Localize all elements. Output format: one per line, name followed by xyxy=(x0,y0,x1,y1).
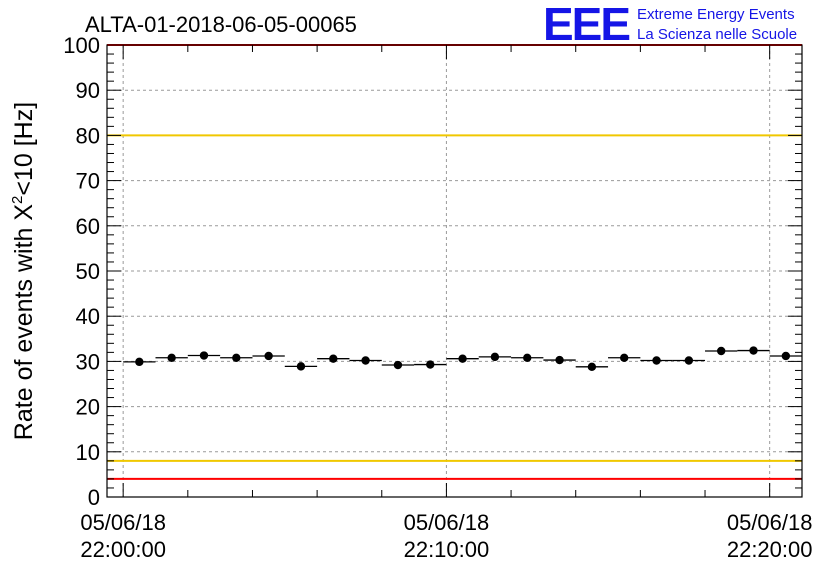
grid xyxy=(107,45,802,497)
data-point xyxy=(232,353,241,362)
y-tick-label: 70 xyxy=(76,169,100,194)
y-tick-label: 0 xyxy=(88,485,100,510)
logo-letters: EEE xyxy=(543,0,629,50)
data-point xyxy=(587,362,597,372)
reference-lines xyxy=(107,44,802,480)
data-point xyxy=(296,362,306,371)
x-tick-label-date: 05/06/18 xyxy=(727,510,813,535)
data-point xyxy=(426,360,435,369)
logo-line-2: La Scienza nelle Scuole xyxy=(637,26,797,43)
data-point xyxy=(361,356,370,365)
x-tick-label-date: 05/06/18 xyxy=(404,510,490,535)
y-tick-label: 90 xyxy=(76,78,100,103)
data-point xyxy=(135,357,144,367)
data-point xyxy=(555,355,564,365)
x-tick-labels: 05/06/1822:00:0005/06/1822:10:0005/06/18… xyxy=(80,510,812,562)
y-tick-label: 50 xyxy=(76,259,100,284)
y-axis-title-main: Rate of events with X xyxy=(10,204,38,441)
data-point xyxy=(167,353,176,362)
data-point xyxy=(458,354,467,363)
data-point xyxy=(523,353,532,362)
data-point xyxy=(684,356,694,365)
y-tick-label: 40 xyxy=(76,304,100,329)
data-point xyxy=(620,353,629,362)
x-tick-label-time: 22:20:00 xyxy=(727,537,813,562)
y-tick-label: 20 xyxy=(76,395,100,420)
y-tick-label: 60 xyxy=(76,214,100,239)
axis-ticks xyxy=(107,44,802,498)
data-point xyxy=(393,360,403,370)
y-tick-label: 80 xyxy=(76,123,100,148)
data-series xyxy=(123,346,802,372)
eee-logo: EEE Extreme Energy Events La Scienza nel… xyxy=(543,0,797,50)
y-axis-title: Rate of events with X2<10 [Hz] xyxy=(9,102,38,440)
data-point xyxy=(329,354,338,363)
data-point xyxy=(199,351,209,360)
data-point xyxy=(652,356,661,365)
logo-line-1: Extreme Energy Events xyxy=(637,6,795,23)
y-axis-title-sup: 2 xyxy=(9,196,26,204)
chart-title: ALTA-01-2018-06-05-00065 xyxy=(85,12,357,37)
x-tick-label-time: 22:10:00 xyxy=(404,537,490,562)
data-point xyxy=(490,352,500,362)
y-tick-label: 30 xyxy=(76,349,100,374)
y-axis-title-rest: <10 [Hz] xyxy=(10,102,38,196)
x-tick-label-time: 22:00:00 xyxy=(80,537,166,562)
y-tick-label: 100 xyxy=(63,33,100,58)
x-tick-label-date: 05/06/18 xyxy=(80,510,166,535)
y-tick-labels: 0 10 20 30 40 50 60 70 80 90 100 xyxy=(63,33,100,510)
y-tick-label: 10 xyxy=(76,440,100,465)
data-point xyxy=(781,351,791,361)
data-point xyxy=(264,351,273,361)
data-point xyxy=(716,346,726,356)
data-point xyxy=(749,346,758,355)
